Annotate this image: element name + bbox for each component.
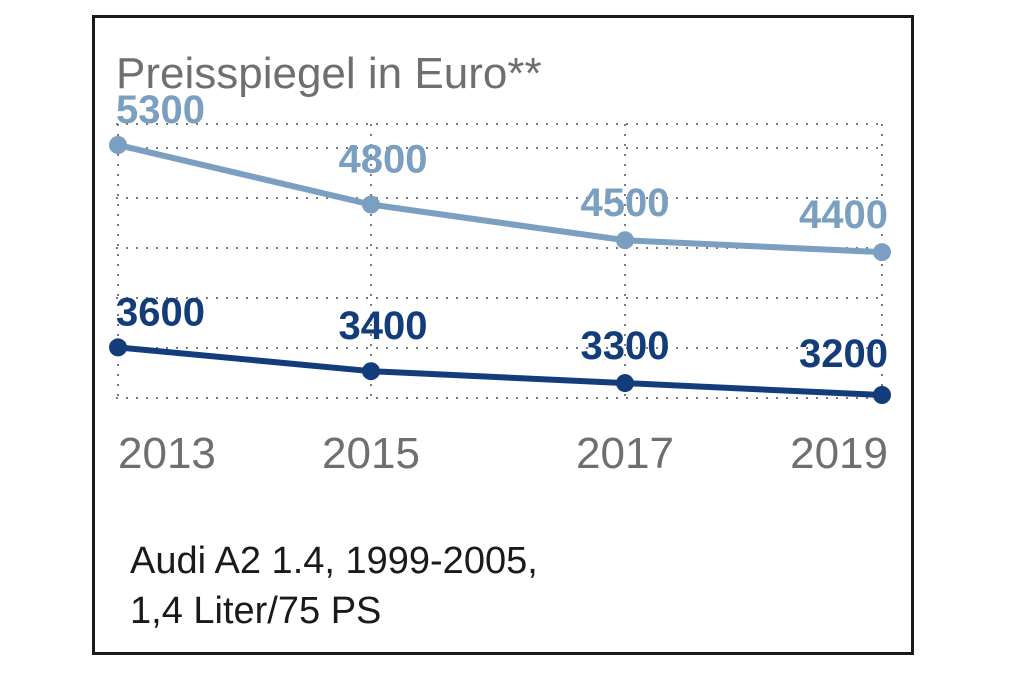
data-point <box>109 338 127 357</box>
data-label: 3600 <box>116 290 205 334</box>
data-label: 3300 <box>581 324 670 368</box>
x-tick-label: 2013 <box>118 429 216 478</box>
chart-frame <box>92 15 914 655</box>
chart-title: Preisspiegel in Euro** <box>116 49 542 98</box>
series-layer: 5300 4800 4500 4400 3600 3400 3300 3200 <box>109 88 891 404</box>
data-point <box>873 386 891 404</box>
series-1: 5300 4800 4500 4400 <box>109 88 891 262</box>
data-label: 5300 <box>116 88 205 132</box>
data-label: 4400 <box>799 193 888 237</box>
data-point <box>616 374 634 393</box>
x-tick-label: 2017 <box>576 429 674 478</box>
data-label: 3400 <box>339 304 428 348</box>
data-label: 3200 <box>799 332 888 376</box>
series-line <box>115 142 885 256</box>
caption-line-2: 1,4 Liter/75 PS <box>130 590 382 632</box>
x-tick-label: 2015 <box>322 429 420 478</box>
caption-line-1: Audi A2 1.4, 1999-2005, <box>130 540 538 582</box>
series-line <box>115 344 885 398</box>
x-tick-label: 2019 <box>790 429 888 478</box>
data-point <box>873 243 891 262</box>
data-point <box>362 362 380 381</box>
data-point <box>616 231 634 250</box>
data-label: 4500 <box>581 181 670 225</box>
x-axis-tick-labels: 2013 2015 2017 2019 <box>118 429 888 478</box>
data-label: 4800 <box>339 138 428 182</box>
data-point <box>362 195 380 214</box>
data-point <box>109 136 127 154</box>
series-2: 3600 3400 3300 3200 <box>109 290 891 404</box>
